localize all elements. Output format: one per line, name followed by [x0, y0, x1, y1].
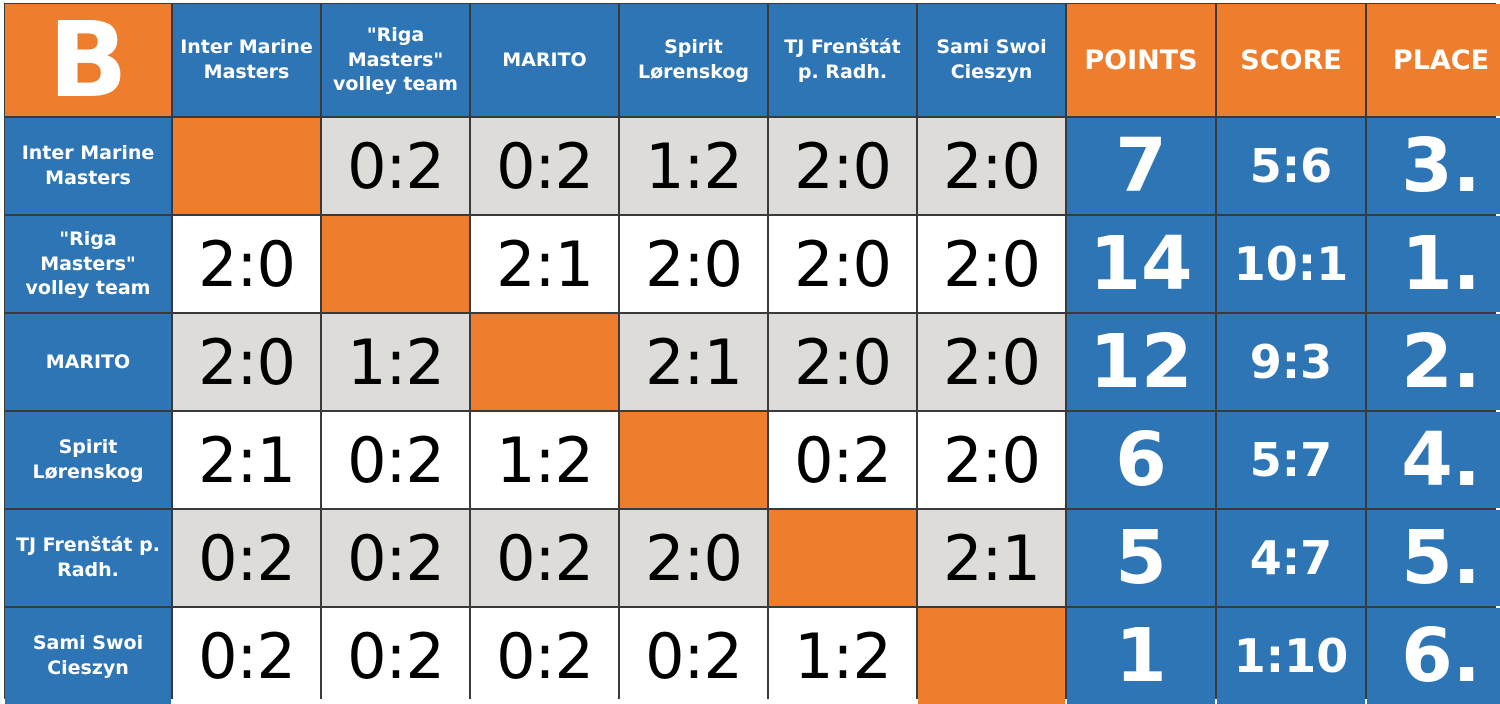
points-value: 5: [1067, 510, 1215, 606]
points-value: 12: [1067, 314, 1215, 410]
row-header-team: Spirit Lørenskog: [5, 412, 171, 508]
match-result: 1:2: [620, 118, 767, 214]
match-result: 0:2: [322, 118, 469, 214]
points-value: 6: [1067, 412, 1215, 508]
match-result: 2:0: [173, 314, 320, 410]
match-result: 0:2: [322, 412, 469, 508]
match-result: 2:0: [918, 314, 1065, 410]
row-header-team: TJ Frenštát p. Radh.: [5, 510, 171, 606]
match-result: 1:2: [322, 314, 469, 410]
match-result: 2:1: [471, 216, 618, 312]
match-result: 0:2: [471, 118, 618, 214]
place-value: 4.: [1367, 412, 1500, 508]
match-result: 0:2: [322, 510, 469, 606]
match-result: 0:2: [173, 608, 320, 704]
place-header: PLACE: [1367, 4, 1500, 116]
match-result: 0:2: [173, 510, 320, 606]
match-result: 2:0: [173, 216, 320, 312]
match-result: 2:0: [918, 118, 1065, 214]
column-header-team: MARITO: [471, 4, 618, 116]
points-header: POINTS: [1067, 4, 1215, 116]
score-value: 5:7: [1217, 412, 1365, 508]
match-result: 2:0: [918, 412, 1065, 508]
match-result: 2:0: [769, 216, 916, 312]
score-value: 1:10: [1217, 608, 1365, 704]
score-value: 9:3: [1217, 314, 1365, 410]
group-letter: B: [5, 4, 171, 116]
match-result: 2:1: [918, 510, 1065, 606]
match-result: 1:2: [769, 608, 916, 704]
score-value: 5:6: [1217, 118, 1365, 214]
match-result: 2:1: [620, 314, 767, 410]
points-value: 1: [1067, 608, 1215, 704]
match-result: 0:2: [471, 608, 618, 704]
group-standings-table: B Inter Marine Masters "Riga Masters" vo…: [4, 3, 1500, 704]
place-value: 2.: [1367, 314, 1500, 410]
match-result: 0:2: [471, 510, 618, 606]
self-match-cell: [322, 216, 469, 312]
place-value: 6.: [1367, 608, 1500, 704]
column-header-team: Sami Swoi Cieszyn: [918, 4, 1065, 116]
place-value: 5.: [1367, 510, 1500, 606]
match-result: 0:2: [769, 412, 916, 508]
row-header-team: Sami Swoi Cieszyn: [5, 608, 171, 704]
column-header-team: Inter Marine Masters: [173, 4, 320, 116]
match-result: 2:0: [918, 216, 1065, 312]
match-result: 2:0: [769, 118, 916, 214]
match-result: 1:2: [471, 412, 618, 508]
points-value: 7: [1067, 118, 1215, 214]
score-value: 10:1: [1217, 216, 1365, 312]
self-match-cell: [471, 314, 618, 410]
self-match-cell: [173, 118, 320, 214]
column-header-team: TJ Frenštát p. Radh.: [769, 4, 916, 116]
match-result: 0:2: [620, 608, 767, 704]
match-result: 2:0: [769, 314, 916, 410]
points-value: 14: [1067, 216, 1215, 312]
row-header-team: MARITO: [5, 314, 171, 410]
match-result: 2:1: [173, 412, 320, 508]
row-header-team: "Riga Masters" volley team: [5, 216, 171, 312]
self-match-cell: [620, 412, 767, 508]
match-result: 2:0: [620, 510, 767, 606]
column-header-team: Spirit Lørenskog: [620, 4, 767, 116]
place-value: 3.: [1367, 118, 1500, 214]
self-match-cell: [918, 608, 1065, 704]
column-header-team: "Riga Masters" volley team: [322, 4, 469, 116]
self-match-cell: [769, 510, 916, 606]
score-value: 4:7: [1217, 510, 1365, 606]
row-header-team: Inter Marine Masters: [5, 118, 171, 214]
place-value: 1.: [1367, 216, 1500, 312]
match-result: 2:0: [620, 216, 767, 312]
score-header: SCORE: [1217, 4, 1365, 116]
match-result: 0:2: [322, 608, 469, 704]
